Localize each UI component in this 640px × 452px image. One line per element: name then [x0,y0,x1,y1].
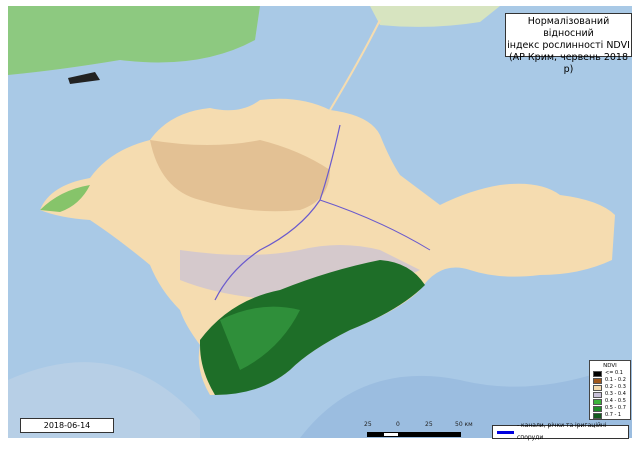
mountain-forest [200,260,425,395]
legend-swatch [593,377,602,384]
legend-label: 0.1 - 0.2 [605,377,626,383]
mainland-north [8,6,260,75]
ndvi-legend: NDVI <= 0.1 0.1 - 0.2 0.2 - 0.3 0.3 - 0.4 0.… [589,360,631,420]
legend-swatch [593,412,602,419]
scale-tick: 0 [396,421,400,428]
scale-bar: 25 0 25 50 км [355,421,485,437]
legend-item: 0.3 - 0.4 [593,391,630,398]
date-label: 2018-06-14 [20,418,114,433]
legend-item: 0.1 - 0.2 [593,377,630,384]
legend-label: 0.3 - 0.4 [605,391,626,397]
legend-swatch [593,391,602,398]
legend-label: <= 0.1 [605,370,623,376]
title-line-1: Нормалізований відносний [527,16,610,39]
scale-tick: 25 [364,421,372,428]
legend-swatch [593,384,602,391]
legend-item: 0.4 - 0.5 [593,398,630,405]
legend-label: 0.4 - 0.5 [605,398,626,404]
legend-item: 0.7 - 1 [593,412,630,419]
scale-tick: 50 км [455,421,473,428]
legend-item: 0.2 - 0.3 [593,384,630,391]
canal-line-swatch [497,430,514,434]
legend-swatch [593,405,602,412]
canal-legend-label: - канали, річки та іригаційні споруди [516,422,607,441]
title-line-2: індекс рослинності NDVI [507,40,630,51]
canal-legend: - канали, річки та іригаційні споруди [492,422,629,441]
north-crimean-canal [214,124,341,301]
legend-swatch [593,370,602,377]
title-line-3: (АР Крим, червень 2018 р) [508,52,629,75]
legend-title: NDVI [603,363,617,369]
legend-item: 0.5 - 0.7 [593,405,630,412]
map-title: Нормалізований відносний індекс рослинно… [505,13,632,75]
legend-swatch [593,398,602,405]
legend-label: 0.5 - 0.7 [605,405,626,411]
legend-label: 0.2 - 0.3 [605,384,626,390]
scale-tick: 25 [425,421,433,428]
legend-label: 0.7 - 1 [605,412,622,418]
legend-item: <= 0.1 [593,370,630,377]
